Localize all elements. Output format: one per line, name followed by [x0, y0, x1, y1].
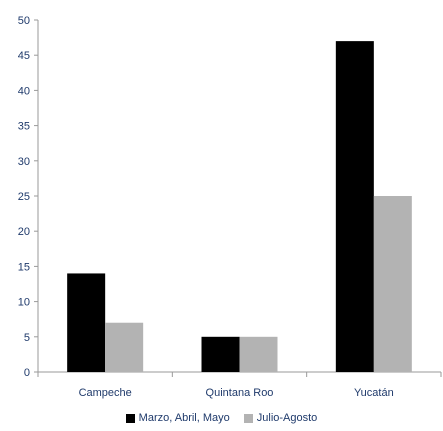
bar-series-1-campeche	[67, 273, 106, 372]
y-tick-label: 50	[18, 15, 30, 27]
bar-series-2-quintana-roo	[239, 336, 278, 372]
bar-series-2-campeche	[105, 322, 144, 372]
y-tick-label: 5	[24, 332, 30, 344]
y-tick-label: 35	[18, 121, 30, 133]
y-tick-label: 45	[18, 50, 30, 62]
y-tick-label: 20	[18, 226, 30, 238]
y-axis: 0 5 10 15 20 25 30 35 40 45 50	[18, 15, 39, 379]
y-tick-label: 40	[18, 85, 30, 97]
chart-legend: Marzo, Abril, Mayo Julio-Agosto	[0, 412, 443, 424]
y-tick-label: 0	[24, 367, 30, 379]
legend-item: Marzo, Abril, Mayo	[125, 412, 230, 424]
legend-swatch	[125, 413, 135, 423]
legend-swatch	[243, 413, 253, 423]
legend-label: Marzo, Abril, Mayo	[138, 412, 230, 424]
legend-label: Julio-Agosto	[256, 412, 318, 424]
x-axis: Campeche Quintana Roo Yucatán	[37, 371, 442, 399]
y-tick-label: 30	[18, 156, 30, 168]
bar-series-2-yucat-n	[373, 196, 412, 372]
bar-chart: 0 5 10 15 20 25 30 35 40 45 50 Campeche Quintana Ro…	[18, 15, 442, 399]
y-tick-label: 25	[18, 191, 30, 203]
bars	[67, 41, 412, 373]
y-tick-label: 10	[18, 297, 30, 309]
y-tick-label: 15	[18, 261, 30, 273]
x-category-label: Campeche	[79, 387, 132, 399]
bar-series-1-quintana-roo	[201, 336, 240, 372]
bar-series-1-yucat-n	[335, 41, 374, 373]
x-category-label: Yucatán	[354, 387, 394, 399]
x-category-label: Quintana Roo	[206, 387, 274, 399]
legend-item: Julio-Agosto	[243, 412, 318, 424]
